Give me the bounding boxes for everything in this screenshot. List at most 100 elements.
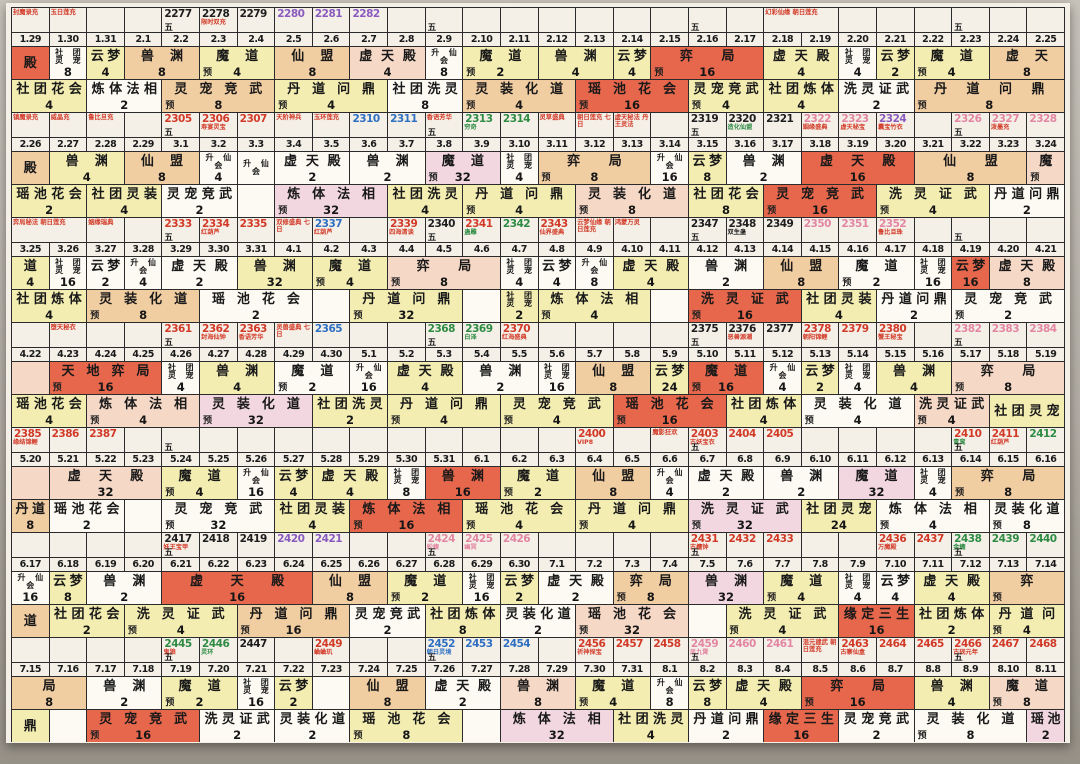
annotation-cell xyxy=(914,112,953,137)
event-label: 虚天殿 xyxy=(923,574,980,589)
event-meta: 4 xyxy=(839,66,876,79)
event-value: 2 xyxy=(458,695,467,709)
date-cell: 5.22 xyxy=(87,452,125,466)
annotation-cell xyxy=(839,7,877,32)
date-cell: 7.9 xyxy=(839,557,877,571)
event-meta: 16 预 xyxy=(238,624,350,637)
event-meta: 16 预 xyxy=(50,381,162,394)
slash-cell xyxy=(237,184,276,217)
annotation-cell xyxy=(124,322,163,347)
date-cell: 3.3 xyxy=(237,137,276,151)
event-value: 8 xyxy=(458,623,467,637)
date-cell: 2.26 xyxy=(12,137,50,151)
event-meta: 4 xyxy=(614,729,688,742)
event-label: 仙盟 xyxy=(780,259,823,274)
date-cell: 2.19 xyxy=(801,32,840,46)
annotation-cell xyxy=(388,532,426,557)
event-value: 24 xyxy=(830,518,847,532)
date-cell: 6.4 xyxy=(576,452,614,466)
event-value: 32 xyxy=(323,203,340,217)
event-banner-note: 朝日莲充 七日 xyxy=(577,114,611,128)
event-meta: 4 xyxy=(125,276,162,289)
event-value: 4 xyxy=(910,380,919,394)
annotation-cell: 2453 xyxy=(463,637,501,662)
event-cell: 云梦 16 xyxy=(952,256,990,289)
annotation-cell: 香语芳华五 xyxy=(425,112,464,137)
date-cell: 5.23 xyxy=(124,452,163,466)
pre-registration-mark: 预 xyxy=(391,593,401,603)
annotation-cell: 云梦仙缘 朝日莲充 xyxy=(576,217,614,242)
date-cell: 4.1 xyxy=(275,242,313,256)
event-banner-note: 鸿蒙万灵 xyxy=(614,219,640,226)
event-label: 兽渊 xyxy=(893,364,936,379)
event-meta: 8 xyxy=(651,696,688,709)
date-cell: 2.27 xyxy=(49,137,88,151)
event-value: 16 xyxy=(661,413,678,427)
annotation-cell: 朝日莲充 七日 xyxy=(576,112,614,137)
event-value: 4 xyxy=(928,485,937,499)
event-meta: 32 xyxy=(689,591,763,604)
event-value: 4 xyxy=(571,65,580,79)
server-number: 2425 xyxy=(465,533,493,545)
date-cell: 8.4 xyxy=(764,662,802,676)
server-note: 香语芳华 xyxy=(238,334,264,341)
event-value: 8 xyxy=(665,695,674,709)
event-value: 2 xyxy=(195,203,204,217)
annotation-cell: 2418 xyxy=(200,532,238,557)
event-label: 魔道 xyxy=(930,49,973,64)
event-meta: 8 xyxy=(12,519,49,532)
event-banner-note: 威晶充 xyxy=(50,114,70,121)
date-cell: 5.9 xyxy=(651,347,689,361)
event-label: 社团灵宠 xyxy=(994,403,1060,419)
pre-registration-mark: 预 xyxy=(278,383,288,393)
event-label: 洗灵证武 xyxy=(700,292,789,307)
event-value: 4 xyxy=(834,308,843,322)
pre-registration-mark: 预 xyxy=(1030,173,1040,183)
event-meta: 8 xyxy=(426,624,500,637)
date-cell: 2.11 xyxy=(500,32,539,46)
server-note: 妖王宝甲 xyxy=(163,544,189,551)
event-label: 兽渊 xyxy=(140,49,183,64)
event-label: 瑶池花会 xyxy=(54,502,120,517)
server-number: 2452 xyxy=(427,638,456,650)
event-value: 2 xyxy=(1004,308,1013,322)
annotation-cell: 双修盛典 七日 xyxy=(275,217,313,242)
event-meta: 4 xyxy=(12,414,86,427)
event-meta: 2 xyxy=(764,486,838,499)
friday-mark: 五 xyxy=(427,23,437,32)
friday-mark: 五 xyxy=(954,128,963,137)
event-cell: 虚天殿 16 xyxy=(801,151,915,184)
annotation-cell xyxy=(463,7,501,32)
event-label: 升仙会 xyxy=(656,467,683,485)
date-cell: 4.28 xyxy=(237,347,276,361)
event-label: 社团洗灵 xyxy=(618,712,684,727)
server-number: 2465 xyxy=(916,638,945,650)
event-value: 16 xyxy=(454,485,471,499)
annotation-cell: 2386 xyxy=(49,427,88,452)
event-label: 道 xyxy=(23,259,37,274)
event-label: 云梦 xyxy=(53,574,83,589)
date-cell: 7.30 xyxy=(576,662,614,676)
event-label: 仙盟 xyxy=(366,679,409,694)
event-label: 虚天殿 xyxy=(171,259,228,274)
event-label: 兽渊 xyxy=(65,154,108,169)
date-cell: 5.31 xyxy=(425,452,464,466)
event-meta: 2 xyxy=(350,624,424,637)
